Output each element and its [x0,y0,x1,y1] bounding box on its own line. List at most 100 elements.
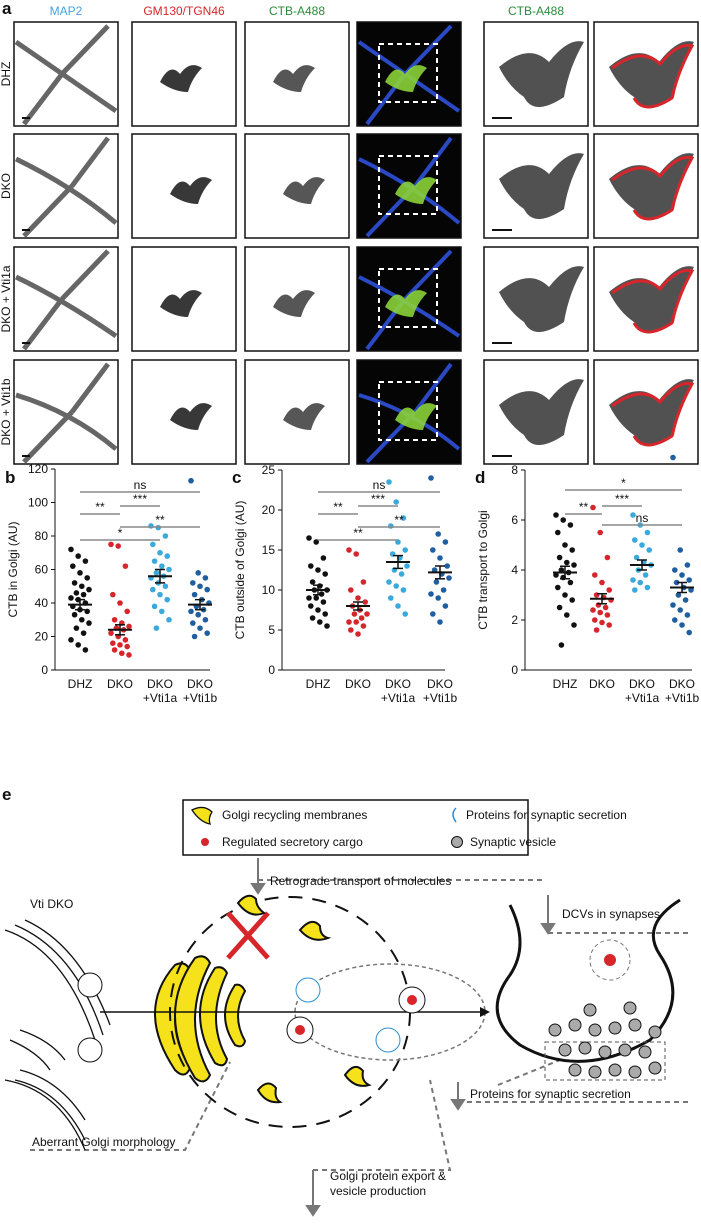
data-point [84,575,90,581]
data-point [79,583,85,590]
legend-box [182,799,529,856]
y-tick-label: 4 [511,563,518,577]
vesicle [77,1037,103,1063]
data-point [122,563,129,569]
data-point [686,629,692,636]
x-tick-label: DKO [107,677,133,691]
data-point [191,633,198,640]
data-point [398,571,405,577]
data-point [440,587,447,593]
y-tick-label: 0 [268,663,275,677]
golgi-signal [170,403,212,430]
data-point [164,553,170,559]
data-point [73,625,80,631]
y-tick-label: 80 [35,529,49,543]
data-point [446,575,452,581]
data-point [679,622,685,628]
row-label: DKO [0,173,13,199]
arrow [480,1007,490,1017]
data-point [400,515,407,521]
y-tick-label: 6 [511,513,518,527]
data-point [313,539,320,545]
data-point [360,623,367,629]
data-point [386,479,392,485]
data-point [117,642,123,648]
data-point [597,609,603,616]
data-point [82,647,89,653]
data-point [159,608,165,615]
data-point [153,570,160,576]
panel-label: d [475,468,485,487]
y-tick-label: 100 [28,496,48,510]
data-point [115,543,121,549]
data-point [157,549,163,556]
data-point [632,587,638,593]
data-point [428,475,434,481]
x-tick-label: DKO [345,677,371,691]
data-point [309,615,316,621]
data-point [86,586,92,593]
neurite [15,362,118,464]
data-point [430,547,436,553]
data-point [191,591,198,598]
micrograph [593,359,699,465]
data-point [360,579,367,585]
data-point [639,542,645,548]
data-point [68,546,74,553]
data-point [86,620,92,626]
data-point [388,523,394,529]
zoom-box [378,155,438,215]
annotation: Vti DKO [30,897,73,911]
synaptic-vesicle [608,1021,622,1035]
data-point [402,547,409,553]
zoom-box [378,43,438,103]
annotation: Proteins for synaptic secretion [470,1087,631,1101]
data-point [592,572,598,578]
golgi-outline [611,381,695,447]
synaptic-vesicle [648,1025,662,1039]
x-tick-label: DKO [187,677,213,691]
data-point [556,604,563,611]
data-point [348,627,354,633]
data-point [593,627,600,633]
column-header: CTB-A488 [508,4,564,18]
data-point [642,572,649,578]
zoom-box [378,268,438,328]
row-label: DHZ [0,62,13,87]
blocked [226,911,270,960]
column-header: GM130/TGN46 [143,4,225,18]
significance-label: * [118,526,123,540]
data-point [166,616,172,623]
data-point [162,533,169,539]
golgi-outline [611,155,695,221]
column-header: CTB-A488 [269,4,325,18]
data-point [400,587,407,593]
significance-label: ns [134,478,147,492]
annotation: Golgi protein export & [330,1169,446,1183]
data-point [599,619,605,626]
data-point [433,579,440,585]
arrows [250,858,556,1217]
data-point [315,567,321,573]
data-point [317,619,323,625]
data-point [402,611,409,617]
golgi-signal [395,177,437,204]
data-point [442,539,449,545]
data-point [597,529,603,536]
zoom-box [378,381,438,441]
data-point [679,572,685,578]
data-point [670,602,676,608]
legend-text: Golgi recycling membranes [222,808,367,822]
data-point [108,541,114,548]
data-point [684,612,691,618]
dashed-leaders [30,879,690,1171]
data-point [124,608,130,615]
synaptic-vesicle [628,1065,642,1079]
x-tick-label: +Vti1b [665,691,700,705]
synaptic-vesicle [578,1041,592,1055]
y-tick-label: 20 [35,630,49,644]
y-axis-label: CTB transport to Golgi [476,510,490,629]
x-tick-label: DKO [147,677,173,691]
synaptic-vesicle [583,1003,597,1017]
data-point [633,554,640,561]
